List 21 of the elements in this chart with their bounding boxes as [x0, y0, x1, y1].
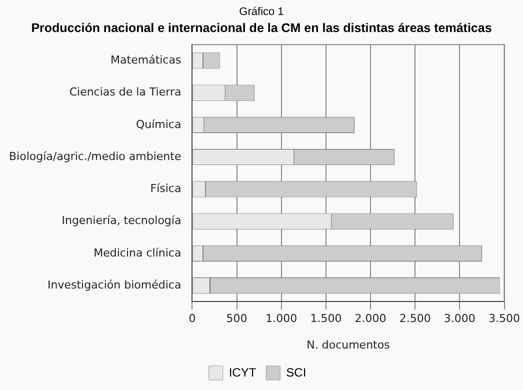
y-tick-label: Medicina clínica — [94, 246, 182, 260]
y-tick-label: Ingeniería, tecnología — [62, 214, 182, 228]
x-tick-label: 3.000 — [444, 312, 476, 326]
y-tick-label: Investigación biomédica — [48, 278, 182, 292]
x-tick-label: 500 — [226, 312, 248, 326]
x-tick-label: 1.500 — [310, 312, 342, 326]
legend-label: ICYT — [228, 365, 257, 380]
x-tick-label: 2.000 — [354, 312, 386, 326]
y-tick-label: Ciencias de la Tierra — [69, 86, 182, 99]
x-tick-label: 1.000 — [266, 312, 298, 326]
y-tick-label: Biología/agric./medio ambiente — [9, 150, 182, 163]
y-tick-label: Matemáticas — [110, 54, 182, 67]
y-tick-label: Física — [150, 182, 182, 196]
chart-subtitle: Gráfico 1 — [238, 6, 285, 18]
chart-title: Producción nacional e internacional de la CM en las distintas áreas temáticas — [30, 21, 493, 35]
x-tick-label: 2.500 — [399, 312, 431, 326]
x-tick-label: 0 — [188, 312, 196, 326]
x-tick-label: 3.500 — [488, 312, 520, 326]
legend-label: SCI — [286, 365, 306, 380]
y-tick-label: Química — [136, 118, 182, 131]
x-axis-title: N. documentos — [306, 338, 390, 352]
